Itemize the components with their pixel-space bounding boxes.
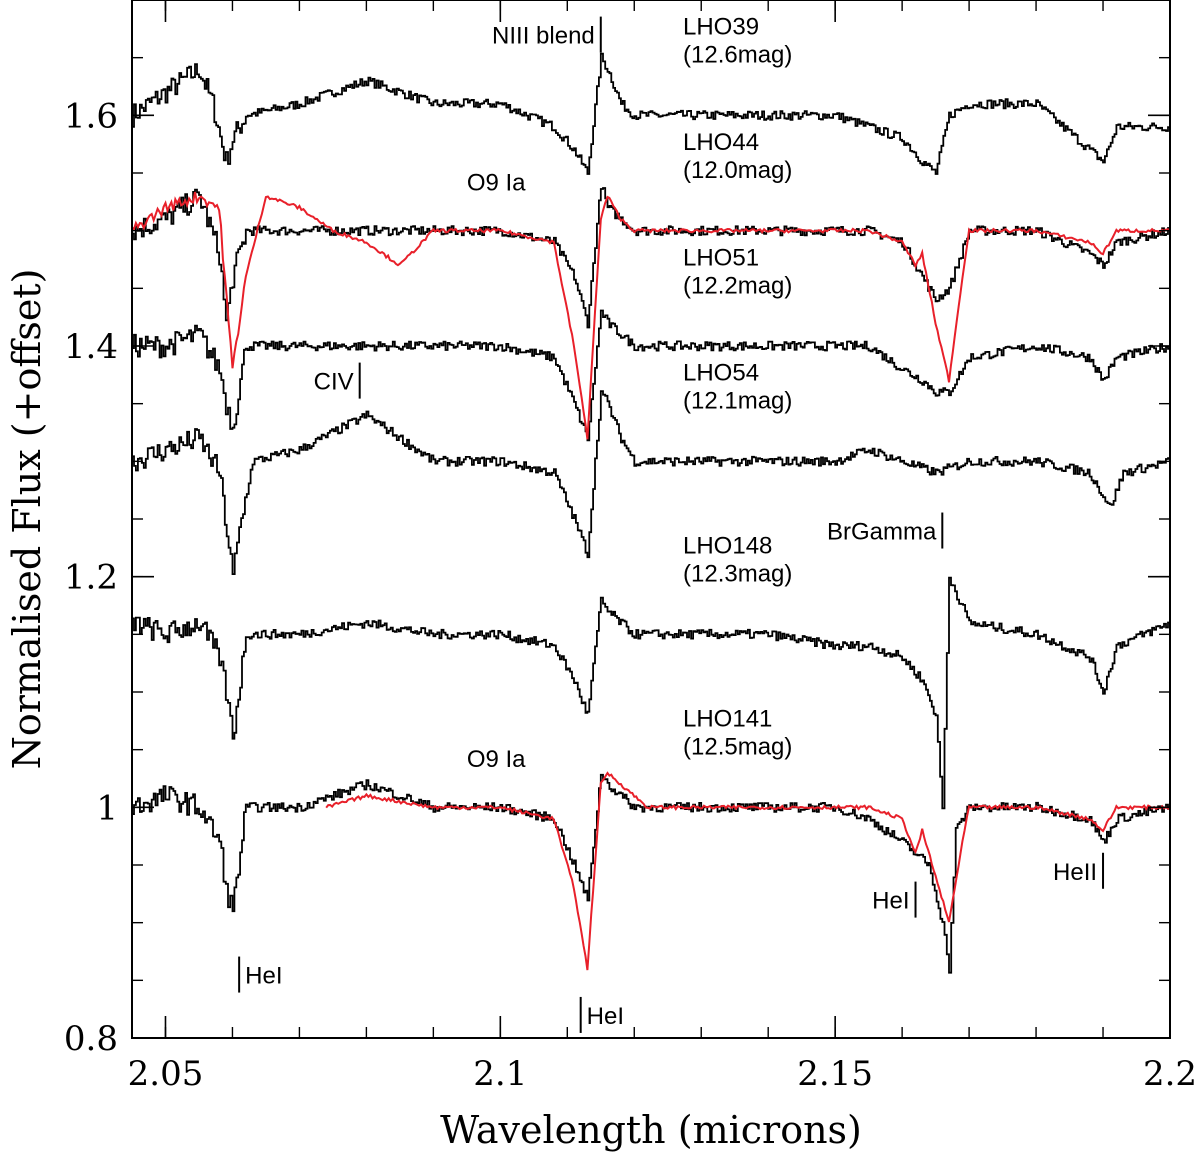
line-id-label: BrGamma xyxy=(827,519,937,546)
spectrum-label: LHO141 xyxy=(683,706,772,733)
model-label: O9 Ia xyxy=(467,746,526,773)
series-line-lho44-1 xyxy=(132,187,1171,329)
line-id-label: HeI xyxy=(587,1003,624,1030)
spectrum-label: LHO39 xyxy=(683,14,759,41)
series-line-lho51-2 xyxy=(132,309,1171,442)
spectrum-mag: (12.1mag) xyxy=(683,388,792,415)
series-line-o9-ia-6 xyxy=(131,191,1171,440)
annotation-layer: NIII blend CIV BrGamma HeI HeI HeI HeII O9 Ia O9… xyxy=(238,16,1105,1033)
series-line-lho148-4 xyxy=(132,576,1171,810)
y-tick-label: 0.8 xyxy=(64,1019,118,1059)
spectrum-label: LHO148 xyxy=(683,533,772,560)
plot-frame xyxy=(131,0,1171,1039)
x-axis-label: Wavelength (microns) xyxy=(440,1108,862,1152)
spectrum-mag: (12.6mag) xyxy=(683,42,792,69)
model-label: O9 Ia xyxy=(467,169,526,196)
spectrum-mag: (12.2mag) xyxy=(683,272,792,299)
spectrum-mag: (12.3mag) xyxy=(683,561,792,588)
series-line-lho54-3 xyxy=(132,390,1171,575)
y-tick-label: 1.2 xyxy=(64,558,118,598)
series-layer: LHO39(12.6mag) LHO44(12.0mag) LHO51(12.2ma… xyxy=(131,14,1171,974)
x-tick-label: 2.2 xyxy=(1143,1054,1197,1094)
series-line-lho39-0 xyxy=(132,52,1171,175)
y-tick-label: 1.4 xyxy=(64,327,118,367)
line-id-label: CIV xyxy=(314,369,354,396)
x-tick-label: 2.05 xyxy=(128,1054,204,1094)
spectrum-label: LHO44 xyxy=(683,129,759,156)
y-tick-label: 1.6 xyxy=(64,96,118,136)
line-id-label: NIII blend xyxy=(492,23,595,50)
x-tick-label: 2.1 xyxy=(473,1054,527,1094)
spectrum-label: LHO51 xyxy=(683,244,759,271)
series-line-o9-ia-7 xyxy=(325,771,1171,971)
line-id-label: HeI xyxy=(872,888,909,915)
x-tick-label: 2.15 xyxy=(797,1054,873,1094)
spectrum-label: LHO54 xyxy=(683,360,759,387)
line-id-label: HeI xyxy=(245,963,282,990)
spectrum-mag: (12.5mag) xyxy=(683,734,792,761)
line-id-label: HeII xyxy=(1053,859,1097,886)
spectrum-mag: (12.0mag) xyxy=(683,157,792,184)
tick-layer: 2.05 2.1 2.15 2.2 0.8 1 1.2 1.4 1.6 xyxy=(64,0,1197,1094)
series-line-lho141-5 xyxy=(132,773,1171,974)
y-tick-label: 1 xyxy=(96,788,118,828)
y-axis-label: Normalised Flux (+offset) xyxy=(5,269,49,770)
